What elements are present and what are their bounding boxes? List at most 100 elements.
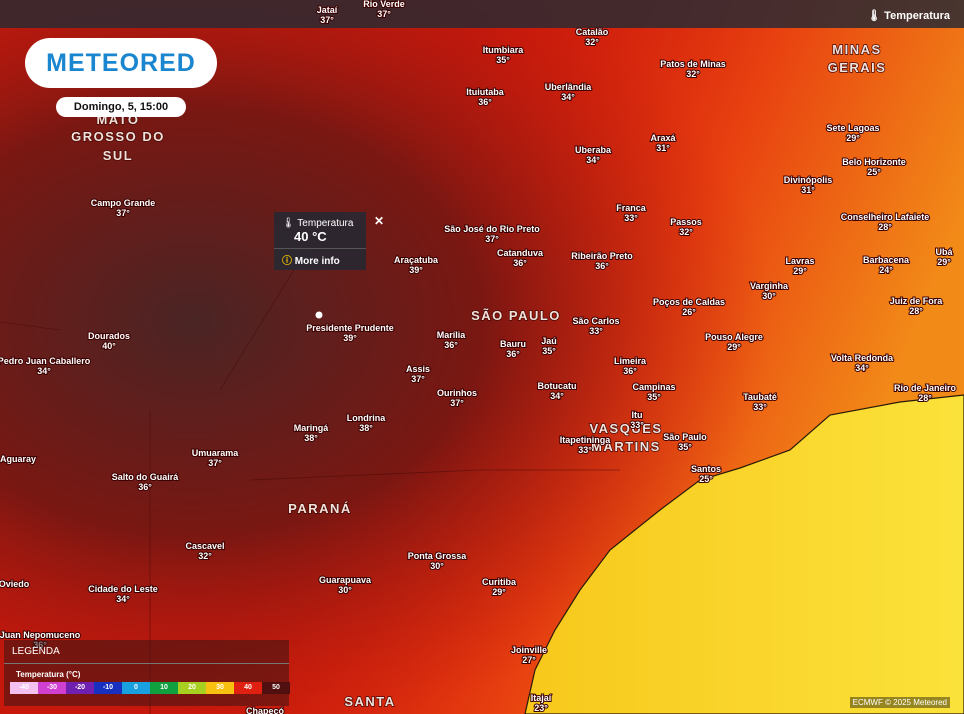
- city-name: Curitiba: [482, 577, 517, 587]
- city-temp: 33°: [753, 402, 767, 412]
- city-name: Itapetininga: [560, 435, 611, 445]
- city-temp: 37°: [485, 234, 499, 244]
- city-temp: 31°: [656, 143, 670, 153]
- city-temp: 25°: [699, 474, 713, 484]
- city-temp: 38°: [304, 433, 318, 443]
- city-temp: 33°: [624, 213, 638, 223]
- city-temp: 36°: [138, 482, 152, 492]
- city-name: Pedro Juan Caballero: [0, 356, 91, 366]
- legend-title[interactable]: LEGENDA: [4, 640, 289, 664]
- city-name: Franca: [616, 203, 647, 213]
- city-temp: 34°: [116, 594, 130, 604]
- top-bar: [0, 0, 964, 28]
- city-temp: 38°: [359, 423, 373, 433]
- city-temp: 31°: [801, 185, 815, 195]
- ocean: [524, 394, 964, 714]
- legend-tick: 50: [262, 682, 290, 694]
- popup: 🌡 Temperatura 40 °C ⓘ More info: [274, 212, 366, 270]
- city-temp: 37°: [411, 374, 425, 384]
- city-name: Juiz de Fora: [890, 296, 944, 306]
- city-temp: 28°: [909, 306, 923, 316]
- popup-link-text[interactable]: More info: [294, 256, 340, 267]
- city-temp: 37°: [320, 15, 334, 25]
- city-temp: 36°: [513, 258, 527, 268]
- city-temp: 28°: [918, 393, 932, 403]
- city-temp: 36°: [444, 340, 458, 350]
- layer-selector[interactable]: 🌡 Temperatura: [867, 10, 950, 22]
- popup-title: 🌡 Temperatura: [282, 218, 354, 229]
- city-name: Oviedo: [0, 579, 30, 589]
- city-temp: 36°: [623, 366, 637, 376]
- region-label: PARANÁ: [288, 501, 352, 516]
- city-name: Jataí: [317, 5, 338, 15]
- popup-value: 40 °C: [294, 229, 327, 244]
- city-name: Conselheiro Lafaiete: [841, 212, 930, 222]
- city-name: Belo Horizonte: [842, 157, 906, 167]
- city-name: Guarapuava: [319, 575, 372, 585]
- city-name: Uberaba: [575, 145, 612, 155]
- city-temp: 35°: [678, 442, 692, 452]
- city-name: Joinville: [511, 645, 547, 655]
- city-name: Campo Grande: [91, 198, 156, 208]
- city-temp: 36°: [478, 97, 492, 107]
- region-label: SANTA: [344, 694, 395, 709]
- city-name: Maringá: [294, 423, 330, 433]
- borders: [0, 259, 620, 714]
- legend: LEGENDA Temperatura (°C) -40 -30 -20 -10 0 10…: [4, 640, 290, 706]
- city-name: Cidade do Leste: [88, 584, 158, 594]
- region-label: VASQUES MARTINS: [589, 421, 662, 454]
- city-name: Bauru: [500, 339, 526, 349]
- city-temp: 32°: [585, 37, 599, 47]
- city-temp: 29°: [793, 266, 807, 276]
- city-name: Araxá: [650, 133, 676, 143]
- city-name: Santos: [691, 464, 721, 474]
- legend-tick: 20: [178, 682, 206, 694]
- legend-tick: -20: [66, 682, 94, 694]
- date[interactable]: Domingo, 5, 15:00: [56, 97, 186, 117]
- legend-tick: 40: [234, 682, 262, 694]
- layer-name[interactable]: Temperatura: [884, 10, 950, 22]
- city-name: Passos: [670, 217, 702, 227]
- city-name: Ribeirão Preto: [571, 251, 633, 261]
- city-name: Dourados: [88, 331, 130, 341]
- legend-tick: -30: [38, 682, 66, 694]
- city-name: Catalão: [576, 27, 609, 37]
- city-name: Divinópolis: [784, 175, 833, 185]
- city-temp: 36°: [595, 261, 609, 271]
- city-name: Varginha: [750, 281, 789, 291]
- city-temp: 40°: [102, 341, 116, 351]
- legend-tick: 10: [150, 682, 178, 694]
- city-temp: 33°: [630, 420, 644, 430]
- popup-close[interactable]: ✕: [374, 214, 385, 228]
- city-name: Assis: [406, 364, 430, 374]
- city-name: São Carlos: [572, 316, 619, 326]
- city-name: Araçatuba: [394, 255, 439, 265]
- city-name: Patos de Minas: [660, 59, 726, 69]
- city-name: Lavras: [785, 256, 814, 266]
- city-temp: 37°: [377, 9, 391, 19]
- logo[interactable]: METEORED: [25, 38, 217, 88]
- city-temp: 25°: [867, 167, 881, 177]
- city-name: Volta Redonda: [831, 353, 894, 363]
- city-name: Presidente Prudente: [306, 323, 394, 333]
- city-name: Juan Nepomuceno: [0, 630, 81, 640]
- city-name: Itajaí: [531, 693, 552, 703]
- city-temp: 34°: [550, 391, 564, 401]
- city-name: Botucatu: [538, 381, 577, 391]
- city-temp: 23°: [534, 703, 548, 713]
- city-temp: 29°: [492, 587, 506, 597]
- city-temp: 30°: [762, 291, 776, 301]
- city-name: Umuarama: [192, 448, 240, 458]
- city-temp: 32°: [679, 227, 693, 237]
- city-name: Cascavel: [185, 541, 224, 551]
- city-temp: 35°: [496, 55, 510, 65]
- city-temp: 35°: [647, 392, 661, 402]
- city-name: Ourinhos: [437, 388, 477, 398]
- city-name: Itu: [632, 410, 643, 420]
- popup-link[interactable]: ⓘ More info: [274, 248, 366, 270]
- legend-tick: -10: [94, 682, 122, 694]
- city-temp: 35°: [542, 346, 556, 356]
- city-name: Ponta Grossa: [408, 551, 468, 561]
- city-name: Sete Lagoas: [826, 123, 879, 133]
